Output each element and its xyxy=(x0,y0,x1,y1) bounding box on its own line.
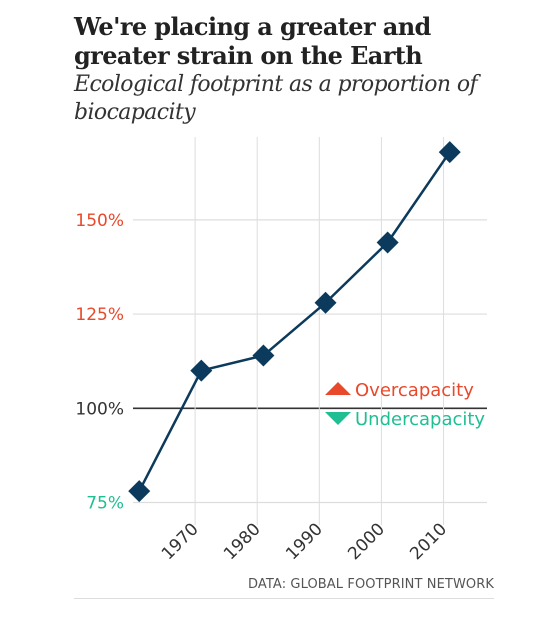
y-tick-label: 125% xyxy=(75,305,124,325)
data-point-marker xyxy=(190,359,213,382)
y-tick-label: 150% xyxy=(75,211,124,231)
chart-title: We're placing a greater and greater stra… xyxy=(74,12,431,70)
chart-subtitle: Ecological footprint as a proportion of … xyxy=(74,72,478,125)
x-tick-label: 1970 xyxy=(158,519,203,564)
data-point-marker xyxy=(376,231,399,254)
data-point-marker xyxy=(128,480,151,503)
y-tick-label: 75% xyxy=(86,493,124,513)
bottom-divider xyxy=(74,598,494,599)
x-tick-label: 2010 xyxy=(406,519,451,564)
legend-label: Overcapacity xyxy=(355,380,474,401)
data-point-marker xyxy=(438,141,461,164)
x-tick-label: 1990 xyxy=(282,519,327,564)
triangle-up-icon xyxy=(325,382,351,395)
x-tick-label: 2000 xyxy=(344,519,389,564)
series-line xyxy=(138,151,451,492)
x-tick-label: 1980 xyxy=(220,519,265,564)
data-point-marker xyxy=(252,344,275,367)
source-credit: DATA: GLOBAL FOOTPRINT NETWORK xyxy=(248,577,494,592)
data-point-marker xyxy=(314,291,337,314)
triangle-down-icon xyxy=(325,412,351,425)
y-tick-label: 100% xyxy=(75,399,124,419)
legend-label: Undercapacity xyxy=(355,409,485,430)
